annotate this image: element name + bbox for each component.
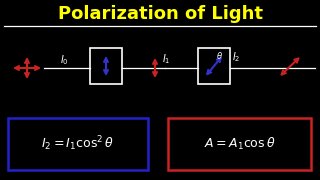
Text: $A = A_1 \cos\theta$: $A = A_1 \cos\theta$: [204, 136, 275, 152]
Text: $I_1$: $I_1$: [162, 52, 171, 66]
Bar: [8, 118, 148, 170]
Text: Polarization of Light: Polarization of Light: [58, 5, 262, 23]
Text: $I_2 = I_1 \cos^2\theta$: $I_2 = I_1 \cos^2\theta$: [42, 135, 115, 153]
Text: $I_2$: $I_2$: [232, 50, 240, 64]
Bar: [198, 48, 230, 84]
Text: $I_0$: $I_0$: [60, 53, 69, 67]
Bar: [168, 118, 311, 170]
Text: $\theta$: $\theta$: [216, 50, 223, 60]
Bar: [90, 48, 122, 84]
